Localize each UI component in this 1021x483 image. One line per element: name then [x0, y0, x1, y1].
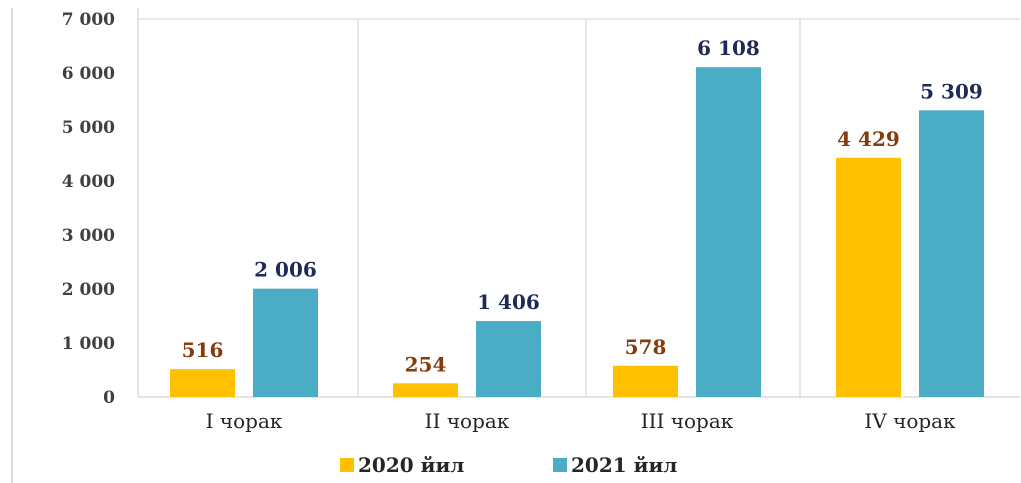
y-tick-label: 2 000	[62, 280, 115, 300]
bar	[253, 288, 318, 397]
y-tick-label: 0	[103, 388, 115, 408]
legend-label: 2021 йил	[571, 453, 677, 477]
bar	[170, 369, 235, 397]
bar	[836, 157, 901, 397]
y-axis-ticks: 0 1 000 2 000 3 000 4 000 5 000 6 000 7 000	[62, 10, 115, 408]
grid-lines	[357, 19, 801, 397]
legend: 2020 йил 2021 йил	[340, 453, 677, 477]
data-label: 516	[182, 338, 224, 362]
bar	[919, 110, 984, 398]
data-labels: 516 2 006 254 1 406 578 6 108 4 429 5 309	[182, 36, 983, 376]
category-labels: I чорак II чорак III чорак IV чорак	[206, 409, 956, 433]
y-tick-label: 7 000	[62, 10, 115, 30]
category-label: I чорак	[206, 409, 283, 433]
data-label: 2 006	[254, 258, 317, 282]
data-label: 6 108	[697, 36, 760, 60]
y-tick-label: 3 000	[62, 226, 115, 246]
legend-swatch	[553, 458, 567, 472]
bars	[170, 67, 984, 398]
bar	[476, 321, 541, 397]
category-label: III чорак	[641, 409, 734, 433]
data-label: 578	[625, 335, 667, 359]
y-tick-label: 5 000	[62, 118, 115, 138]
data-label: 4 429	[837, 127, 900, 151]
category-label: II чорак	[425, 409, 510, 433]
bar	[393, 383, 458, 397]
bar	[613, 365, 678, 397]
category-label: IV чорак	[864, 409, 956, 433]
data-label: 5 309	[920, 79, 983, 103]
data-label: 254	[405, 352, 447, 376]
data-label: 1 406	[477, 290, 540, 314]
legend-swatch	[340, 458, 354, 472]
y-tick-label: 6 000	[62, 64, 115, 84]
bar	[696, 67, 761, 397]
y-tick-label: 4 000	[62, 172, 115, 192]
legend-label: 2020 йил	[358, 453, 464, 477]
y-tick-label: 1 000	[62, 334, 115, 354]
